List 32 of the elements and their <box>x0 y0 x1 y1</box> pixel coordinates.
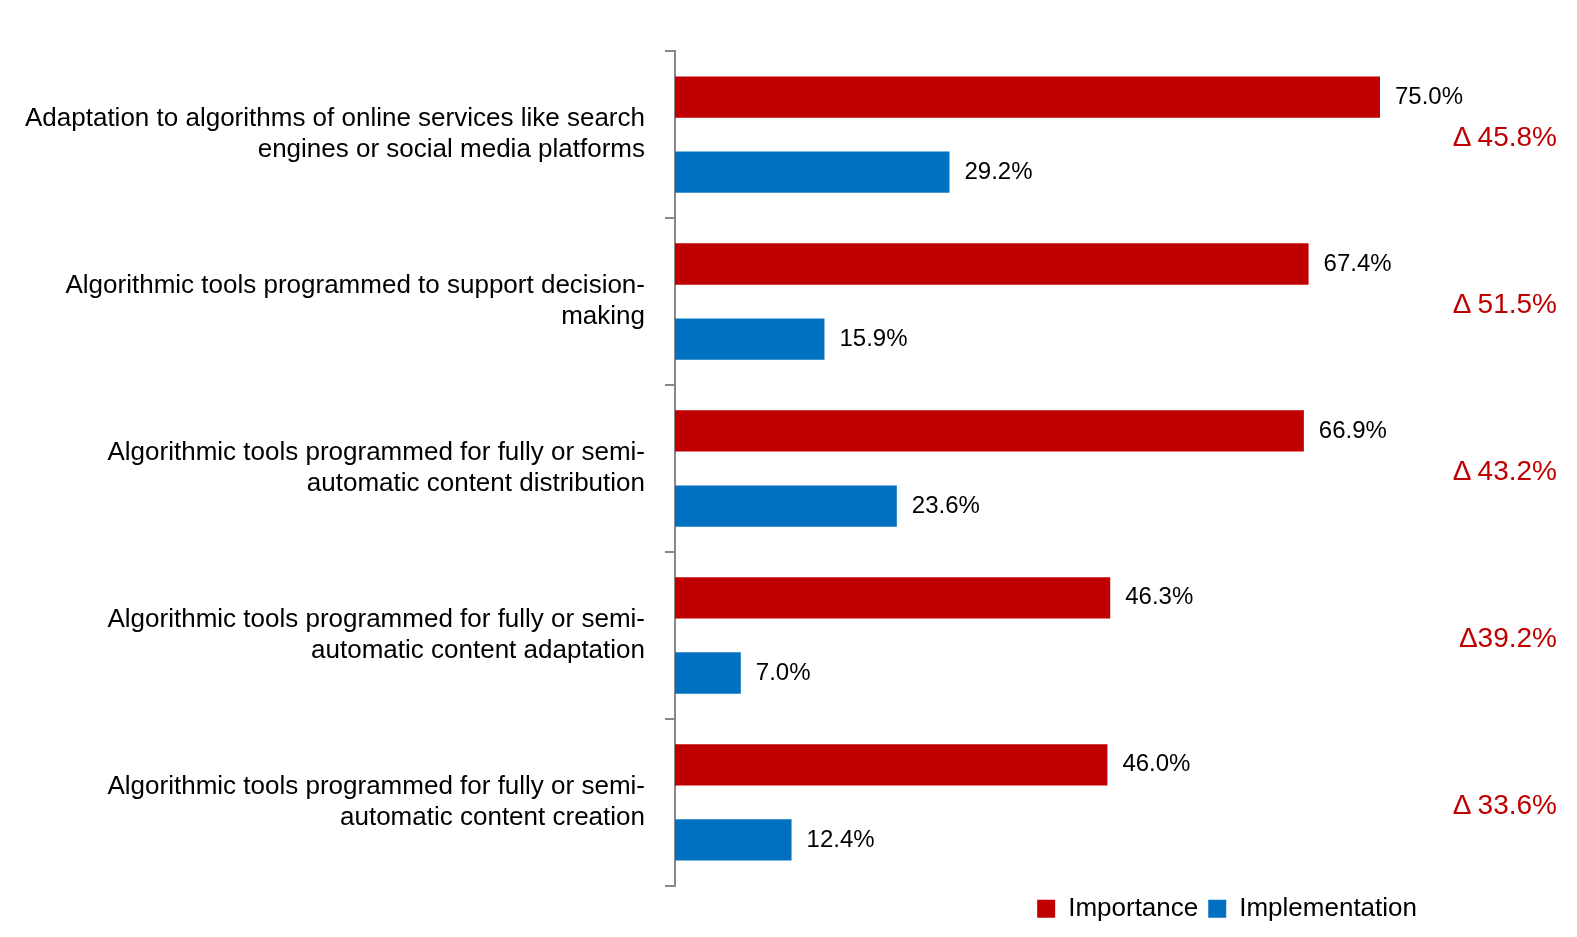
y-tick-label: Adaptation to algorithms of online services like search engines or social media platforms <box>24 102 645 164</box>
bar <box>674 410 1304 452</box>
text: Δ 51.5% <box>1452 288 1557 320</box>
bar <box>674 819 792 861</box>
bar <box>674 151 950 193</box>
data-label: 75.0% <box>1395 81 1464 109</box>
data-label: 7.0% <box>755 657 811 685</box>
data-label: 12.4% <box>806 824 875 852</box>
y-tick-label: Algorithmic tools programmed for fully or semi-automatic content creation <box>107 769 645 832</box>
legend-label: Importance <box>1068 891 1199 922</box>
data-label: 46.0% <box>1122 749 1191 777</box>
bar <box>674 652 741 694</box>
y-tick-label: Algorithmic tools programmed for fully or semi-automatic content distribution <box>107 436 645 498</box>
legend-label: Implementation <box>1239 891 1418 922</box>
text: Δ 45.8% <box>1452 121 1557 153</box>
bar <box>674 485 897 527</box>
bar <box>674 243 1309 285</box>
bar <box>674 577 1111 619</box>
text: Δ 33.6% <box>1452 789 1557 821</box>
data-label: 29.2% <box>964 156 1033 184</box>
y-tick-label: Algorithmic tools programmed to support decision-making <box>65 269 645 331</box>
bar <box>674 76 1380 118</box>
bar <box>674 318 825 360</box>
data-label: 46.3% <box>1125 582 1194 610</box>
data-label: 67.4% <box>1323 248 1392 276</box>
data-label: 66.9% <box>1318 415 1387 443</box>
y-tick-label: Algorithmic tools programmed for fully or semi-automatic content adaptation <box>107 602 645 665</box>
data-label: 23.6% <box>911 490 980 518</box>
bar <box>674 744 1108 786</box>
text: Δ39.2% <box>1458 622 1557 654</box>
text: Δ 43.2% <box>1452 455 1557 487</box>
data-label: 15.9% <box>839 323 908 351</box>
